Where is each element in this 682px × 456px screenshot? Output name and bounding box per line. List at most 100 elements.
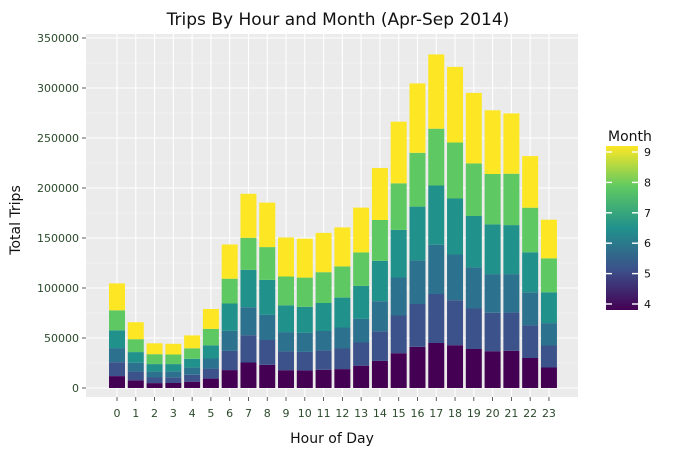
bar-segment	[278, 332, 295, 352]
bar-stack	[334, 227, 351, 388]
bar-segment	[109, 376, 125, 388]
bar-stack	[146, 343, 163, 388]
bar-segment	[146, 354, 163, 365]
bar-segment	[465, 349, 482, 388]
bar-segment	[503, 274, 520, 313]
bar-segment	[334, 327, 351, 349]
bar-segment	[127, 352, 144, 363]
chart-title: Trips By Hour and Month (Apr-Sep 2014)	[166, 10, 510, 30]
bar-segment	[259, 364, 276, 388]
bar-segment	[409, 346, 426, 388]
bar-segment	[540, 345, 557, 368]
bar-segment	[240, 362, 257, 388]
bar-segment	[428, 128, 445, 186]
bar-segment	[522, 207, 539, 253]
bar-segment	[315, 350, 332, 370]
bar-stack	[184, 335, 201, 388]
bar-stack	[522, 156, 539, 388]
bar-segment	[146, 364, 163, 372]
bar-segment	[202, 345, 219, 359]
bar-segment	[390, 315, 407, 354]
bar-segment	[109, 348, 125, 363]
bar-stack	[109, 283, 125, 388]
bar-stack	[409, 83, 426, 388]
y-tick-label: 300000	[37, 82, 79, 95]
bar-segment	[334, 348, 351, 370]
bar-stack	[447, 66, 464, 388]
bar-segment	[484, 274, 501, 313]
bar-stack	[165, 343, 182, 388]
bar-segment	[371, 331, 388, 361]
bar-segment	[409, 206, 426, 261]
x-tick-label: 19	[467, 407, 481, 420]
bar-segment	[540, 292, 557, 324]
x-tick-label: 9	[283, 407, 290, 420]
bar-segment	[165, 354, 182, 365]
x-tick-label: 2	[151, 407, 158, 420]
bar-segment	[109, 362, 125, 377]
bar-segment	[278, 370, 295, 388]
bar-stack	[465, 92, 482, 388]
bar-segment	[165, 364, 182, 372]
bar-stack	[296, 238, 313, 388]
bar-segment	[522, 292, 539, 326]
bar-segment	[484, 351, 501, 388]
bar-segment	[540, 258, 557, 293]
bar-stack	[484, 110, 501, 388]
bar-segment	[146, 371, 163, 378]
y-tick-label: 350000	[37, 32, 79, 45]
x-tick-label: 5	[207, 407, 214, 420]
bar-segment	[409, 304, 426, 347]
x-tick-label: 18	[448, 407, 462, 420]
bar-segment	[522, 358, 539, 388]
bar-stack	[202, 309, 219, 388]
x-tick-label: 22	[523, 407, 537, 420]
bar-segment	[540, 323, 557, 346]
bar-segment	[465, 163, 482, 216]
x-tick-label: 16	[410, 407, 424, 420]
bar-segment	[296, 351, 313, 371]
bar-segment	[278, 237, 295, 277]
legend-label: 5	[644, 268, 651, 281]
bar-segment	[184, 367, 201, 375]
x-tick-label: 12	[335, 407, 349, 420]
x-tick-label: 14	[373, 407, 387, 420]
legend-title: Month	[608, 129, 652, 145]
bar-segment	[503, 350, 520, 388]
y-tick-label: 50000	[44, 332, 79, 345]
bar-segment	[165, 377, 182, 383]
bar-segment	[221, 303, 238, 331]
legend-colorbar	[606, 146, 638, 310]
bar-segment	[259, 340, 276, 365]
x-tick-label: 23	[542, 407, 556, 420]
bar-segment	[296, 370, 313, 388]
bar-segment	[240, 269, 257, 308]
bar-stack	[371, 168, 388, 388]
bar-segment	[259, 202, 276, 248]
bar-segment	[202, 378, 219, 388]
bar-segment	[259, 279, 276, 315]
bar-segment	[109, 330, 125, 349]
bar-segment	[334, 369, 351, 388]
bar-segment	[221, 278, 238, 304]
bar-segment	[184, 381, 201, 388]
bar-segment	[428, 244, 445, 294]
bar-segment	[503, 113, 520, 174]
bar-segment	[540, 367, 557, 388]
bar-segment	[146, 383, 163, 388]
bar-stack	[240, 193, 257, 388]
bar-segment	[371, 168, 388, 220]
bar-segment	[315, 369, 332, 388]
bar-segment	[221, 330, 238, 351]
x-tick-label: 8	[264, 407, 271, 420]
bar-segment	[146, 343, 163, 355]
bar-segment	[371, 301, 388, 332]
bar-segment	[240, 193, 257, 238]
bar-segment	[240, 307, 257, 336]
bar-segment	[503, 312, 520, 351]
x-tick-label: 7	[245, 407, 252, 420]
bar-segment	[409, 152, 426, 207]
legend-label: 8	[644, 176, 651, 189]
bar-segment	[334, 227, 351, 267]
